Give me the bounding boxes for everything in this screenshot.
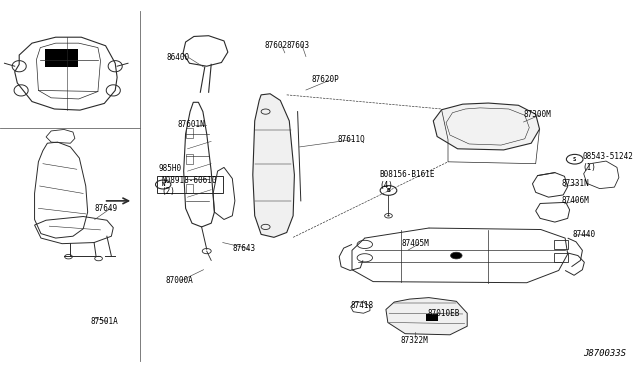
Text: 87406M: 87406M (562, 196, 589, 205)
Text: 87620P: 87620P (312, 76, 339, 84)
Text: N: N (161, 182, 165, 187)
Text: J870033S: J870033S (583, 349, 626, 358)
Text: 87010EB: 87010EB (428, 309, 460, 318)
Text: S: S (573, 157, 577, 162)
Text: N08918-60610
(2): N08918-60610 (2) (161, 176, 217, 196)
Text: 87405M: 87405M (402, 239, 429, 248)
Bar (426, 314, 438, 321)
Text: 87331N: 87331N (562, 179, 589, 188)
Text: 87418: 87418 (351, 301, 374, 310)
Polygon shape (253, 94, 294, 237)
Text: B08156-B161E
(4): B08156-B161E (4) (379, 170, 435, 190)
Text: 87611Q: 87611Q (337, 135, 365, 144)
Text: 08543-51242
(1): 08543-51242 (1) (582, 152, 633, 171)
Text: 87601N: 87601N (178, 120, 205, 129)
Bar (186, 184, 193, 193)
Circle shape (451, 252, 462, 259)
Text: 87000A: 87000A (165, 276, 193, 285)
Text: 985H0: 985H0 (159, 164, 182, 173)
Text: 87649: 87649 (95, 204, 118, 213)
Text: B: B (387, 188, 390, 193)
Text: 87440: 87440 (573, 230, 596, 239)
Text: 87643: 87643 (232, 244, 255, 253)
Bar (186, 128, 193, 138)
Text: 87322M: 87322M (401, 336, 429, 345)
Text: 87603: 87603 (286, 41, 309, 50)
Polygon shape (386, 298, 467, 335)
Text: 86400: 86400 (166, 53, 189, 62)
Polygon shape (433, 103, 540, 150)
Text: 87602: 87602 (264, 41, 287, 50)
Circle shape (387, 215, 390, 217)
Bar (186, 154, 193, 164)
Bar (45, 49, 78, 67)
Bar (554, 253, 568, 262)
Text: 87501A: 87501A (91, 317, 118, 326)
Text: 87300M: 87300M (524, 110, 551, 119)
Bar (554, 240, 568, 249)
